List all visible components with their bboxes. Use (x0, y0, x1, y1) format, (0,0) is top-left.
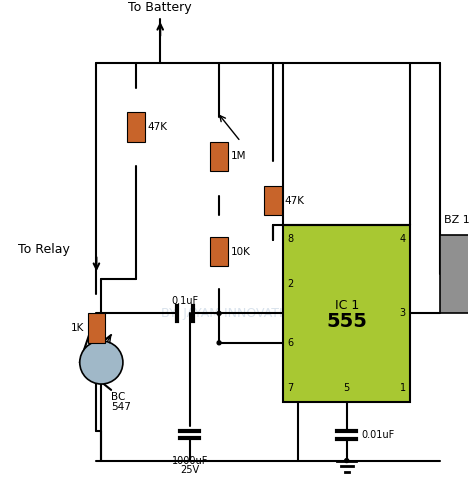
Text: 10K: 10K (231, 246, 251, 256)
Bar (88, 313, 105, 343)
Circle shape (217, 341, 221, 345)
Text: IC 1: IC 1 (335, 299, 359, 312)
Text: 1000uF: 1000uF (172, 456, 208, 465)
Text: BZ 1: BZ 1 (444, 215, 469, 225)
Text: 555: 555 (326, 312, 367, 331)
Bar (264, 186, 282, 215)
Text: 5: 5 (344, 383, 350, 393)
Circle shape (80, 341, 123, 384)
Text: 1K: 1K (71, 323, 85, 333)
Text: 47K: 47K (285, 195, 305, 206)
Text: 7: 7 (288, 383, 294, 393)
Text: BC: BC (111, 392, 126, 402)
Bar (210, 141, 228, 171)
Bar (127, 112, 145, 141)
Text: 1: 1 (400, 383, 406, 393)
Bar (210, 237, 228, 266)
Text: 547: 547 (111, 402, 131, 411)
Text: 8: 8 (288, 234, 294, 244)
Text: 47K: 47K (147, 122, 167, 132)
Text: 2: 2 (288, 279, 294, 289)
Text: 3: 3 (400, 308, 406, 318)
Text: 6: 6 (288, 338, 294, 348)
Text: To Relay: To Relay (18, 243, 70, 256)
Text: 1M: 1M (231, 151, 246, 162)
Text: 0.1uF: 0.1uF (171, 296, 198, 306)
Text: 25V: 25V (180, 465, 199, 475)
Text: 0.01uF: 0.01uF (361, 430, 395, 440)
Circle shape (345, 459, 349, 463)
Text: To Battery: To Battery (128, 1, 192, 14)
Text: 4: 4 (400, 234, 406, 244)
Circle shape (217, 311, 221, 315)
Text: BY: JAYAM INNOVATIONS: BY: JAYAM INNOVATIONS (161, 307, 310, 320)
Bar (440, 235, 474, 313)
Bar (283, 225, 410, 402)
